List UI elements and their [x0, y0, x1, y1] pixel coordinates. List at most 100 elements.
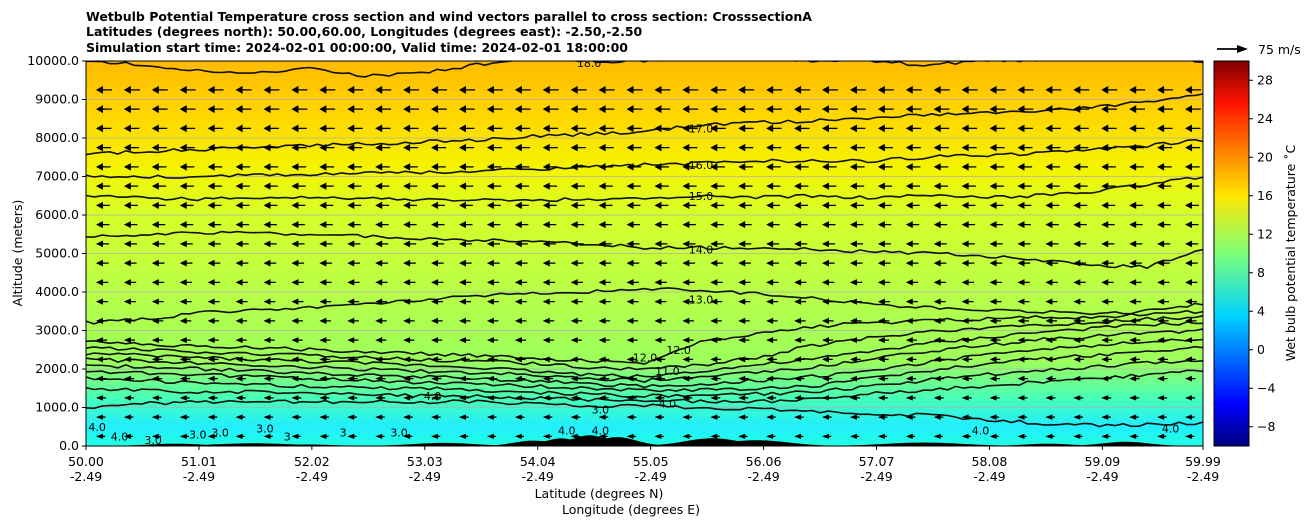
- wind-vector-head: [849, 414, 857, 420]
- wind-vector-head: [1101, 85, 1109, 94]
- wind-vector-head: [1017, 182, 1025, 190]
- wind-vector-head: [570, 201, 578, 209]
- wind-vector-head: [151, 356, 159, 363]
- wind-vector-head: [1185, 143, 1193, 152]
- wind-vector-head: [710, 279, 718, 286]
- wind-vector-head: [822, 395, 830, 401]
- wind-vector-head: [710, 143, 718, 152]
- title-line-3: Simulation start time: 2024-02-01 00:00:…: [86, 40, 628, 55]
- wind-vector-head: [1073, 337, 1081, 344]
- wind-vector-head: [375, 182, 383, 190]
- wind-vector-head: [151, 124, 159, 133]
- wind-vector-head: [542, 356, 550, 363]
- wind-vector-head: [989, 298, 997, 305]
- wind-vector-head: [710, 395, 718, 401]
- contour-line-16: [86, 138, 1203, 179]
- wind-vector-head: [1157, 317, 1165, 324]
- terrain-shape: [86, 435, 1203, 446]
- wind-vector-head: [598, 182, 606, 190]
- contour-label: 4.0: [111, 430, 129, 443]
- wind-vector-head: [179, 182, 187, 190]
- wind-vector-head: [319, 143, 327, 152]
- wind-vector-head: [207, 240, 215, 248]
- wind-vector-head: [123, 182, 131, 190]
- wind-vector-head: [654, 240, 662, 248]
- wind-vector-head: [961, 124, 969, 133]
- wind-vector-head: [905, 259, 913, 267]
- wind-vector-head: [1073, 182, 1081, 190]
- wind-vector-head: [486, 356, 494, 363]
- wind-vector-head: [291, 124, 299, 133]
- wind-vector-head: [738, 124, 746, 133]
- wind-vector-head: [933, 105, 941, 114]
- contour-labels: 18.017.016.015.014.013.012.012.011.04.04…: [88, 61, 1179, 446]
- wind-vector-head: [542, 337, 550, 344]
- wind-vector-head: [458, 105, 466, 114]
- wind-vector-head: [1129, 240, 1137, 248]
- wind-vector-head: [375, 433, 383, 440]
- y-tick-label: 7000.0: [35, 169, 79, 184]
- wind-vector-head: [1017, 105, 1025, 114]
- wind-vector-head: [654, 414, 662, 420]
- wind-vector-head: [654, 395, 662, 401]
- wind-vector-head: [738, 375, 746, 382]
- x-tick-label-lat: 57.07: [859, 454, 895, 469]
- wind-vector-head: [822, 124, 830, 133]
- wind-vector-head: [766, 124, 774, 133]
- wind-vector-head: [514, 182, 522, 190]
- wind-vector-head: [877, 85, 885, 94]
- wind-vector-head: [151, 143, 159, 152]
- wind-vector-head: [347, 395, 355, 401]
- wind-vector-head: [989, 317, 997, 324]
- wind-vector-head: [1101, 414, 1109, 420]
- wind-vector-head: [1185, 240, 1193, 248]
- wind-vector-head: [961, 279, 969, 286]
- wind-vector-head: [207, 259, 215, 267]
- wind-vector-head: [514, 279, 522, 286]
- wind-vector-head: [849, 279, 857, 286]
- wind-vector-head: [738, 279, 746, 286]
- wind-vector-head: [207, 279, 215, 286]
- contour-label: 15.0: [689, 190, 714, 203]
- wind-vector-head: [375, 298, 383, 305]
- wind-vector-head: [263, 337, 271, 344]
- wind-vector-head: [905, 85, 913, 94]
- wind-vector-head: [542, 163, 550, 171]
- wind-vector-head: [347, 375, 355, 382]
- x-tick-label-lon: -2.49: [973, 469, 1005, 484]
- wind-vector-head: [1017, 414, 1025, 420]
- wind-vector-head: [933, 414, 941, 420]
- wind-vector-head: [1185, 337, 1193, 344]
- wind-vector-head: [1129, 221, 1137, 229]
- wind-vector-head: [1157, 259, 1165, 267]
- wind-vector-head: [794, 124, 802, 133]
- wind-vector-head: [95, 395, 103, 401]
- wind-vector-head: [375, 105, 383, 114]
- wind-vector-head: [1157, 356, 1165, 363]
- wind-vector-head: [849, 259, 857, 267]
- wind-vector-head: [1045, 221, 1053, 229]
- wind-vector-head: [1073, 221, 1081, 229]
- wind-vector-head: [1185, 182, 1193, 190]
- wind-vector-head: [291, 414, 299, 420]
- wind-vector-head: [961, 337, 969, 344]
- wind-vector-head: [179, 433, 187, 440]
- wind-vector-head: [95, 414, 103, 420]
- wind-vector-head: [822, 279, 830, 286]
- wind-vector-head: [877, 124, 885, 133]
- wind-vector-head: [207, 85, 215, 94]
- wind-vector-head: [877, 259, 885, 267]
- contour-label: 16.0: [689, 159, 714, 172]
- wind-vector-head: [570, 85, 578, 94]
- wind-vector-head: [1129, 163, 1137, 171]
- wind-vector-head: [151, 201, 159, 209]
- wind-vector-head: [403, 221, 411, 229]
- wind-vector-head: [486, 163, 494, 171]
- wind-vector-head: [95, 221, 103, 229]
- wind-vector-head: [235, 375, 243, 382]
- wind-vector-head: [235, 85, 243, 94]
- x-tick-label-lat: 58.08: [972, 454, 1008, 469]
- wind-vector-head: [849, 105, 857, 114]
- wind-vector-head: [682, 240, 690, 248]
- wind-vector-head: [1045, 317, 1053, 324]
